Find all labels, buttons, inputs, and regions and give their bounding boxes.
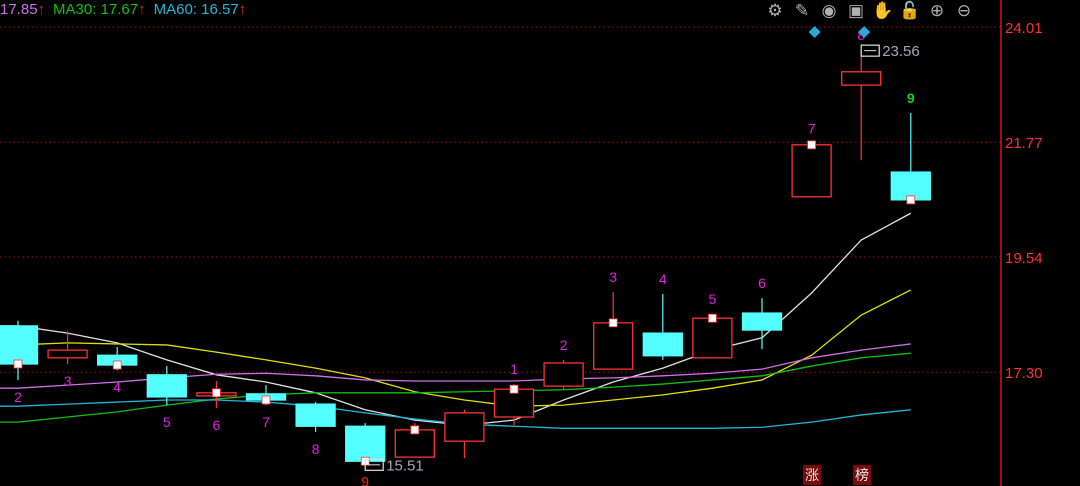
sequence-label: 3	[609, 269, 617, 285]
sequence-label: 5	[163, 414, 171, 430]
legend-item: 17.85↑	[0, 1, 49, 18]
legend-item: MA60: 16.57↑	[154, 1, 251, 18]
down-candle-body	[741, 312, 783, 331]
diamond-signal-icon	[858, 26, 871, 38]
hand-icon[interactable]: ✋	[872, 1, 894, 20]
y-tick-label: 21.77	[1005, 135, 1043, 152]
sequence-label: 6	[758, 275, 766, 291]
moving-average-line	[0, 212, 912, 426]
moving-average-line	[0, 289, 912, 407]
down-candle-body	[0, 325, 39, 365]
price-flag-icon	[364, 458, 384, 471]
eye-icon[interactable]: ◉	[821, 1, 837, 20]
zoom-in-icon[interactable]: ⊕	[929, 1, 945, 20]
signal-marker-icon	[261, 395, 271, 405]
moving-average-line	[0, 399, 911, 429]
sequence-label: 9	[361, 473, 369, 486]
signal-marker-icon	[708, 313, 717, 323]
sequence-label: 9	[907, 90, 915, 106]
up-candle-body	[841, 71, 882, 86]
price-flag-icon	[860, 44, 880, 57]
up-candle-body	[543, 362, 584, 387]
signal-marker-icon	[211, 388, 221, 398]
diamond-signal-icon	[808, 26, 821, 38]
signal-marker-icon	[807, 140, 816, 150]
sequence-label: 4	[113, 379, 121, 395]
signal-marker-icon	[509, 384, 519, 394]
sequence-label: 2	[560, 337, 568, 353]
up-candle-body	[47, 349, 88, 359]
up-arrow-icon: ↑	[37, 1, 46, 18]
up-candle-body	[394, 429, 435, 458]
up-candle-body	[444, 412, 485, 442]
signal-marker-icon	[906, 195, 916, 205]
down-candle-body	[146, 374, 187, 398]
high-price-label: 23.56	[882, 43, 920, 60]
sequence-label: 1	[510, 361, 518, 377]
signal-marker-icon	[410, 425, 420, 435]
up-candle-body	[593, 322, 634, 370]
y-tick-label: 19.54	[1005, 250, 1043, 267]
bang-badge[interactable]: 榜	[853, 465, 871, 485]
moving-average-line	[0, 352, 911, 423]
signal-marker-icon	[13, 359, 23, 369]
sequence-label: 6	[213, 417, 221, 433]
ma-legend: 17.85↑ MA30: 17.67↑ MA60: 16.57↑	[0, 1, 254, 18]
moving-average-line	[0, 343, 911, 389]
legend-value: 17.85	[0, 1, 38, 18]
legend-item: MA30: 17.67↑	[53, 1, 150, 18]
zhang-badge[interactable]: 涨	[803, 465, 821, 485]
down-candle-body	[642, 332, 683, 357]
down-candle-body	[890, 171, 931, 201]
sequence-label: 7	[808, 120, 816, 136]
sequence-label: 7	[262, 414, 270, 430]
toolbox-icon[interactable]: ▣	[847, 1, 865, 20]
sequence-label: 5	[709, 291, 717, 307]
up-candle-body	[791, 144, 832, 198]
pen-icon[interactable]: ✎	[794, 1, 810, 20]
sequence-label: 4	[659, 271, 667, 287]
legend-value: MA60: 16.57	[153, 1, 239, 18]
up-arrow-icon: ↑	[238, 1, 247, 18]
sequence-label: 8	[857, 27, 865, 43]
up-arrow-icon: ↑	[138, 1, 146, 18]
low-price-label: 15.51	[386, 457, 424, 474]
down-candle-body	[345, 425, 386, 462]
signal-marker-icon	[112, 360, 122, 370]
gear-icon[interactable]: ⚙	[767, 1, 783, 20]
unlock-icon[interactable]: 🔓	[899, 1, 921, 20]
y-tick-label: 17.30	[1005, 365, 1043, 382]
legend-value: MA30: 17.67	[53, 1, 139, 18]
chart-toolbar: ⚙ ✎ ◉ ▣ ✋ 🔓 ⊕ ⊖	[764, 0, 975, 22]
sequence-label: 2	[14, 389, 22, 405]
sequence-label: 3	[64, 373, 72, 389]
y-tick-label: 24.01	[1005, 20, 1043, 37]
signal-marker-icon	[608, 318, 618, 328]
up-candle-body	[692, 317, 733, 359]
up-candle-body	[493, 388, 535, 418]
down-candle-body	[295, 403, 336, 427]
sequence-label: 8	[312, 441, 320, 457]
zoom-out-icon[interactable]: ⊖	[956, 1, 972, 20]
